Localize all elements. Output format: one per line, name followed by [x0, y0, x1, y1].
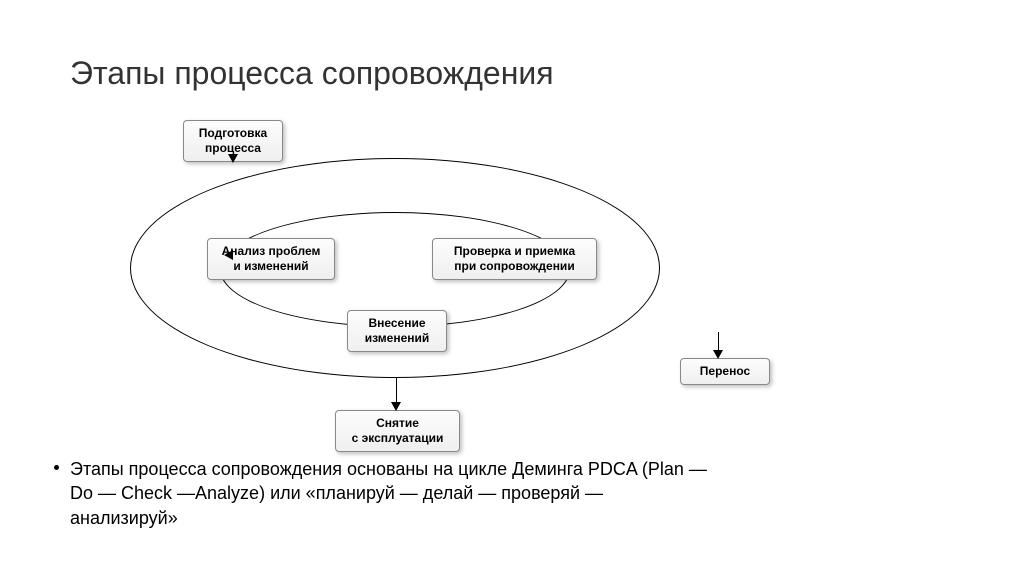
- page-title: Этапы процесса сопровождения: [70, 55, 554, 92]
- arrow-to-retire: [391, 402, 401, 411]
- node-check: Проверка и приемка при сопровождении: [432, 238, 597, 280]
- arrow-line-to-transfer: [718, 332, 719, 352]
- bullet-text: Этапы процесса сопровождения основаны на…: [70, 459, 707, 528]
- bullet-dot-icon: [54, 465, 59, 470]
- bullet-item: Этапы процесса сопровождения основаны на…: [70, 457, 710, 530]
- node-transfer: Перенос: [680, 358, 770, 385]
- node-retire: Снятие с эксплуатации: [335, 410, 460, 452]
- arrow-to-transfer: [713, 350, 723, 359]
- node-change: Внесение изменений: [347, 310, 447, 352]
- arrow-inner-cycle: [224, 250, 233, 260]
- arrow-line-to-retire: [396, 378, 397, 404]
- process-diagram: Подготовка процесса Анализ проблем и изм…: [70, 120, 830, 450]
- arrow-prep-to-cycle: [228, 154, 238, 163]
